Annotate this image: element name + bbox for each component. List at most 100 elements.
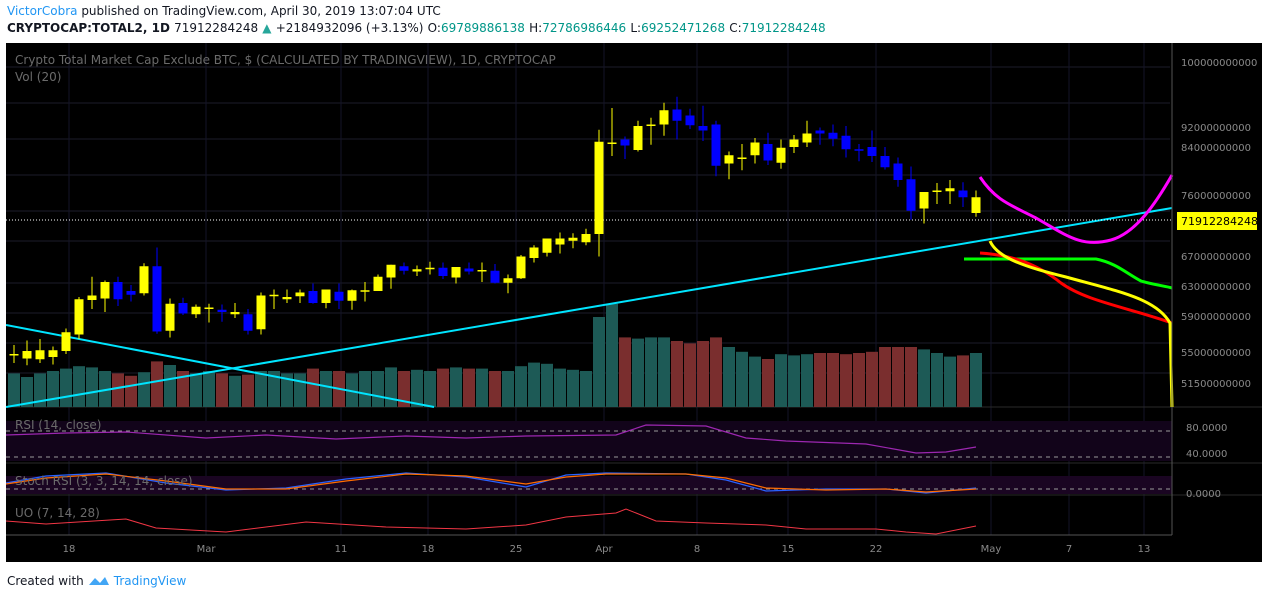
candle-body bbox=[945, 188, 955, 192]
volume-bar bbox=[138, 372, 150, 407]
candle-body bbox=[230, 312, 240, 315]
candle-body bbox=[763, 144, 773, 161]
candle-body bbox=[425, 267, 435, 270]
volume-bar bbox=[866, 351, 878, 407]
volume-bar bbox=[8, 373, 20, 407]
change-text: +2184932096 (+3.13%) bbox=[275, 21, 424, 35]
candle-body bbox=[282, 297, 292, 300]
volume-bars bbox=[8, 303, 982, 407]
candle-body bbox=[568, 237, 578, 241]
vol-label: Vol (20) bbox=[15, 70, 61, 84]
candle-body bbox=[880, 156, 890, 168]
candle-body bbox=[672, 109, 682, 121]
time-tick-label: 11 bbox=[335, 544, 348, 555]
candle-body bbox=[295, 292, 305, 297]
magenta-projection bbox=[978, 174, 1174, 244]
volume-bar bbox=[957, 355, 969, 407]
candle-body bbox=[906, 179, 916, 211]
time-tick-label: Mar bbox=[197, 544, 217, 555]
candle-body bbox=[178, 303, 188, 314]
volume-bar bbox=[905, 347, 917, 407]
candle-body bbox=[139, 266, 149, 294]
volume-bar bbox=[47, 371, 59, 407]
candle-body bbox=[893, 163, 903, 180]
candle-body bbox=[867, 147, 877, 156]
candle-body bbox=[269, 294, 279, 297]
up-arrow-icon: ▲ bbox=[262, 21, 272, 35]
candle-body bbox=[646, 124, 656, 126]
candle-body bbox=[828, 132, 838, 139]
tradingview-logo-icon bbox=[88, 577, 109, 585]
candle-body bbox=[113, 282, 123, 300]
volume-bar bbox=[827, 353, 839, 407]
volume-bar bbox=[892, 347, 904, 407]
volume-bar bbox=[476, 368, 488, 407]
candle-body bbox=[750, 142, 760, 156]
candle-body bbox=[802, 133, 812, 143]
volume-bar bbox=[970, 353, 982, 407]
candle-body bbox=[100, 282, 110, 299]
open-value: 69789886138 bbox=[440, 21, 525, 35]
candle-body bbox=[516, 256, 526, 279]
time-tick-label: 22 bbox=[870, 544, 883, 555]
footer: Created with TradingView bbox=[7, 574, 186, 588]
projection-curves bbox=[964, 174, 1174, 408]
candle-body bbox=[971, 197, 981, 213]
low-label: L: bbox=[630, 21, 642, 35]
volume-bar bbox=[450, 367, 462, 407]
chart-area[interactable]: 100000000000 92000000000 84000000000 760000… bbox=[5, 43, 1262, 562]
candle-body bbox=[776, 147, 786, 163]
volume-bar bbox=[879, 347, 891, 407]
time-tick-label: 25 bbox=[510, 544, 523, 555]
candle-body bbox=[74, 299, 84, 335]
candle-body bbox=[204, 307, 214, 309]
uo-label: UO (7, 14, 28) bbox=[15, 506, 100, 520]
time-tick-label: 18 bbox=[63, 544, 76, 555]
candle-body bbox=[542, 238, 552, 253]
volume-bar bbox=[710, 337, 722, 407]
candle-body bbox=[243, 314, 253, 331]
candle-body bbox=[217, 309, 227, 312]
author-link[interactable]: VictorCobra bbox=[7, 4, 78, 18]
volume-bar bbox=[203, 371, 215, 407]
volume-bar bbox=[931, 353, 943, 407]
price-tick-label: 59000000000 bbox=[1181, 312, 1251, 323]
volume-bar bbox=[801, 354, 813, 407]
candle-body bbox=[698, 126, 708, 131]
candle-body bbox=[61, 332, 71, 351]
volume-bar bbox=[515, 366, 527, 407]
last-price: 71912284248 bbox=[174, 21, 259, 35]
candle-body bbox=[815, 130, 825, 134]
volume-bar bbox=[359, 371, 371, 407]
indicator-tick-label: 40.0000 bbox=[1186, 449, 1227, 460]
tradingview-brand[interactable]: TradingView bbox=[113, 574, 187, 588]
chart-svg[interactable]: 100000000000 92000000000 84000000000 760000… bbox=[5, 43, 1262, 562]
volume-bar bbox=[671, 341, 683, 407]
indicator-tick-label: 0.0000 bbox=[1186, 489, 1221, 500]
time-tick-label: 15 bbox=[782, 544, 795, 555]
axes: 100000000000 92000000000 84000000000 760000… bbox=[6, 43, 1257, 555]
rsi-band bbox=[6, 421, 1172, 461]
candle-body bbox=[607, 142, 617, 144]
candle-body bbox=[152, 266, 162, 332]
volume-bar bbox=[944, 356, 956, 407]
price-tick-label: 55000000000 bbox=[1181, 348, 1251, 359]
volume-bar bbox=[216, 373, 228, 407]
volume-bar bbox=[125, 375, 137, 407]
publish-info: VictorCobra published on TradingView.com… bbox=[7, 4, 441, 18]
volume-bar bbox=[294, 373, 306, 407]
candle-body bbox=[724, 155, 734, 164]
time-tick-label: 13 bbox=[1138, 544, 1151, 555]
volume-bar bbox=[489, 371, 501, 407]
price-tag: 71912284248 bbox=[1181, 215, 1258, 228]
candle-body bbox=[308, 291, 318, 303]
price-tick-label: 84000000000 bbox=[1181, 143, 1251, 154]
candle-body bbox=[854, 149, 864, 151]
candle-body bbox=[958, 190, 968, 198]
candle-body bbox=[360, 290, 370, 292]
price-tag-box bbox=[1177, 212, 1257, 230]
volume-bar bbox=[151, 361, 163, 407]
high-label: H: bbox=[529, 21, 543, 35]
candle-body bbox=[347, 290, 357, 301]
candle-body bbox=[191, 306, 201, 315]
